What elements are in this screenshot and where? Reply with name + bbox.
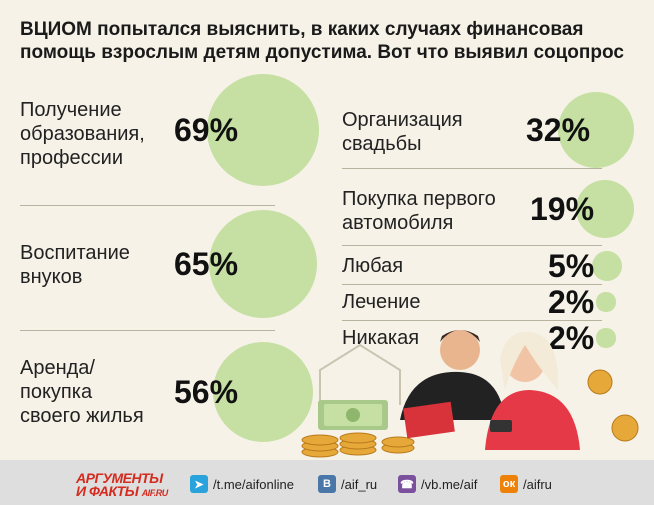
- couple-with-money-illustration: [301, 330, 639, 458]
- label-car: Покупка первого автомобиля: [342, 187, 496, 235]
- brand-site: AIF.RU: [141, 488, 169, 498]
- viber-link[interactable]: ☎ /vb.me/aif: [398, 474, 477, 494]
- brand-logo[interactable]: АРГУМЕНТЫ И ФАКТЫ AIF.RU: [76, 470, 169, 500]
- value-grandchildren: 65%: [174, 246, 239, 282]
- title-line-2: помощь взрослым детям допустима. Вот что…: [20, 42, 624, 63]
- label-line: Аренда/: [20, 357, 95, 379]
- vk-link[interactable]: В /aif_ru: [318, 474, 377, 494]
- label-line: своего жилья: [20, 405, 144, 427]
- bubble-none: [596, 328, 616, 348]
- bubble-education: [207, 74, 319, 186]
- label-line: покупка: [20, 381, 93, 403]
- label-line: образования,: [20, 123, 145, 145]
- value-treatment: 2%: [548, 284, 595, 320]
- title-line-1: ВЦИОМ попытался выяснить, в каких случая…: [20, 19, 584, 40]
- separator: [20, 205, 275, 206]
- bubble-grandchildren: [208, 209, 318, 319]
- bubble-car: [575, 179, 635, 239]
- label-line: автомобиля: [342, 212, 454, 234]
- label-any: Любая: [342, 254, 403, 278]
- label-grandchildren: Воспитание внуков: [20, 241, 130, 289]
- ok-link[interactable]: ок /aifru: [500, 474, 552, 494]
- label-education: Получение образования, профессии: [20, 98, 145, 170]
- vk-text: /aif_ru: [341, 476, 378, 492]
- label-none: Никакая: [342, 326, 419, 350]
- separator: [342, 245, 602, 246]
- brand-line-2: И ФАКТЫ AIF.RU: [76, 483, 169, 500]
- label-line: Любая: [342, 255, 404, 277]
- brand-line: АРГУМЕНТЫ: [76, 470, 163, 486]
- value-education: 69%: [174, 112, 239, 148]
- viber-icon: ☎: [398, 475, 416, 493]
- bubble-treatment: [596, 292, 616, 312]
- bubble-housing: [212, 341, 314, 443]
- vk-icon: В: [318, 475, 336, 493]
- viber-text: /vb.me/aif: [421, 476, 478, 492]
- telegram-text: /t.me/aifonline: [213, 476, 294, 492]
- bubble-any: [591, 250, 623, 282]
- value-none: 2%: [548, 320, 595, 356]
- value-car: 19%: [530, 191, 595, 227]
- odnoklassniki-icon: ок: [500, 475, 518, 493]
- separator: [342, 320, 602, 321]
- page-title: ВЦИОМ попытался выяснить, в каких случая…: [20, 18, 640, 64]
- label-line: Лечение: [342, 291, 421, 313]
- separator: [342, 284, 602, 285]
- label-line: Воспитание: [20, 242, 130, 264]
- label-treatment: Лечение: [342, 290, 420, 314]
- separator: [20, 330, 275, 331]
- label-housing: Аренда/ покупка своего жилья: [20, 356, 144, 428]
- label-line: Никакая: [342, 327, 420, 349]
- label-line: Организация: [342, 109, 463, 131]
- label-line: Покупка первого: [342, 188, 496, 210]
- label-line: внуков: [20, 266, 83, 288]
- value-any: 5%: [548, 248, 595, 284]
- telegram-link[interactable]: ➤ /t.me/aifonline: [190, 474, 294, 494]
- label-line: свадьбы: [342, 133, 422, 155]
- separator: [342, 168, 602, 169]
- telegram-icon: ➤: [190, 475, 208, 493]
- label-line: Получение: [20, 99, 122, 121]
- ok-text: /aifru: [523, 476, 552, 492]
- value-housing: 56%: [174, 374, 239, 410]
- label-wedding: Организация свадьбы: [342, 108, 463, 156]
- bubble-wedding: [557, 91, 635, 169]
- brand-line: И ФАКТЫ: [76, 483, 139, 499]
- label-line: профессии: [20, 147, 123, 169]
- value-wedding: 32%: [526, 112, 591, 148]
